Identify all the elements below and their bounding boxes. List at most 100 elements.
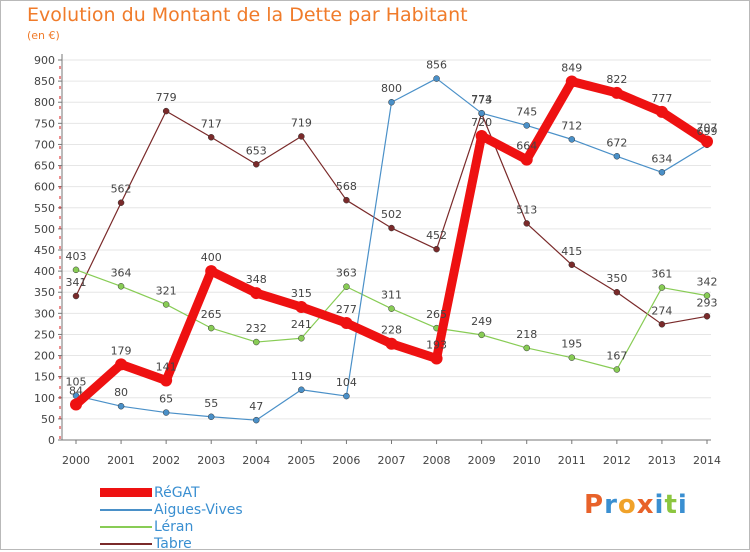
data-point bbox=[207, 134, 215, 141]
data-label: 364 bbox=[111, 266, 132, 279]
y-tick-label: 500 bbox=[34, 223, 55, 236]
x-tick-label: 2011 bbox=[558, 454, 586, 467]
data-label: 717 bbox=[201, 117, 222, 130]
data-point bbox=[162, 409, 170, 416]
data-point bbox=[162, 301, 170, 308]
data-label: 634 bbox=[651, 152, 672, 165]
data-label: 321 bbox=[156, 284, 177, 297]
data-label: 719 bbox=[291, 116, 312, 129]
x-tick-label: 2014 bbox=[693, 454, 721, 467]
data-point bbox=[117, 199, 125, 206]
data-point bbox=[298, 334, 305, 342]
data-point bbox=[613, 153, 621, 160]
data-label: 341 bbox=[66, 276, 87, 289]
data-point bbox=[388, 305, 395, 312]
chart-subtitle: (en €) bbox=[27, 29, 60, 42]
data-label: 348 bbox=[246, 273, 267, 286]
data-label: 513 bbox=[516, 203, 537, 216]
data-point bbox=[433, 245, 440, 253]
data-label: 720 bbox=[471, 116, 492, 129]
legend-label: Aigues-Vives bbox=[154, 501, 243, 518]
y-tick-label: 400 bbox=[34, 265, 55, 278]
data-point bbox=[117, 402, 125, 410]
y-tick-label: 850 bbox=[34, 75, 55, 88]
data-point bbox=[568, 354, 576, 361]
data-label: 699 bbox=[697, 125, 718, 138]
data-point bbox=[207, 413, 215, 421]
legend-label: RéGAT bbox=[154, 484, 200, 501]
data-label: 193 bbox=[426, 339, 447, 352]
data-label: 745 bbox=[516, 105, 537, 118]
data-point bbox=[701, 135, 713, 148]
data-label: 562 bbox=[111, 183, 132, 196]
data-point bbox=[162, 107, 170, 115]
data-label: 568 bbox=[336, 180, 357, 193]
data-point bbox=[253, 338, 260, 346]
data-label: 55 bbox=[204, 397, 218, 410]
y-tick-label: 900 bbox=[34, 54, 55, 67]
data-point bbox=[478, 331, 485, 339]
x-tick-label: 2008 bbox=[423, 454, 451, 467]
data-label: 856 bbox=[426, 59, 447, 72]
data-label: 773 bbox=[471, 94, 492, 107]
data-label: 119 bbox=[291, 370, 312, 383]
data-label: 452 bbox=[426, 229, 447, 242]
y-tick-label: 700 bbox=[34, 138, 55, 151]
data-label: 315 bbox=[291, 287, 312, 300]
proxiti-logo: Proxiti bbox=[584, 490, 688, 520]
data-label: 777 bbox=[651, 92, 672, 105]
data-point bbox=[433, 75, 440, 82]
data-point bbox=[613, 366, 621, 373]
data-label: 363 bbox=[336, 267, 357, 280]
legend-item: Tabre bbox=[100, 535, 243, 552]
data-label: 502 bbox=[381, 208, 402, 221]
data-point bbox=[613, 288, 621, 296]
data-label: 415 bbox=[561, 245, 582, 258]
y-tick-label: 550 bbox=[34, 202, 55, 215]
data-point bbox=[160, 374, 173, 387]
x-tick-label: 2002 bbox=[152, 454, 180, 467]
legend-swatch bbox=[100, 525, 152, 528]
data-point bbox=[205, 265, 218, 278]
data-label: 241 bbox=[291, 318, 312, 331]
x-tick-label: 2004 bbox=[242, 454, 270, 467]
y-tick-label: 800 bbox=[34, 96, 55, 109]
data-point bbox=[523, 122, 530, 129]
y-tick-label: 600 bbox=[34, 181, 55, 194]
x-tick-label: 2006 bbox=[332, 454, 360, 467]
chart-legend: RéGAT Aigues-Vives Léran Tabre bbox=[100, 484, 243, 552]
data-label: 403 bbox=[66, 250, 87, 263]
data-point bbox=[72, 292, 80, 300]
data-label: 293 bbox=[697, 296, 718, 309]
data-label: 712 bbox=[561, 119, 582, 132]
data-point bbox=[295, 301, 308, 313]
data-label: 849 bbox=[561, 62, 582, 75]
data-label: 400 bbox=[201, 251, 222, 264]
data-point bbox=[72, 266, 80, 274]
data-point bbox=[385, 337, 398, 350]
y-tick-label: 450 bbox=[34, 244, 55, 257]
data-point bbox=[568, 261, 576, 269]
data-label: 195 bbox=[561, 338, 582, 351]
data-point bbox=[475, 130, 488, 142]
logo-letter: t bbox=[664, 490, 678, 520]
data-label: 707 bbox=[697, 121, 718, 134]
data-label: 84 bbox=[69, 385, 83, 398]
legend-item: Aigues-Vives bbox=[100, 501, 243, 518]
data-point bbox=[343, 392, 350, 400]
y-tick-label: 650 bbox=[34, 160, 55, 173]
data-label: 350 bbox=[606, 272, 627, 285]
data-label: 274 bbox=[651, 304, 672, 317]
data-label: 277 bbox=[336, 303, 357, 316]
logo-letter: o bbox=[617, 490, 637, 520]
data-point bbox=[523, 344, 530, 352]
data-label: 653 bbox=[246, 144, 267, 157]
data-point bbox=[115, 358, 128, 371]
data-label: 361 bbox=[651, 268, 672, 281]
data-point bbox=[343, 283, 350, 290]
data-label: 228 bbox=[381, 324, 402, 337]
logo-letter: P bbox=[584, 490, 605, 520]
data-point bbox=[253, 416, 260, 424]
data-point bbox=[70, 398, 82, 411]
